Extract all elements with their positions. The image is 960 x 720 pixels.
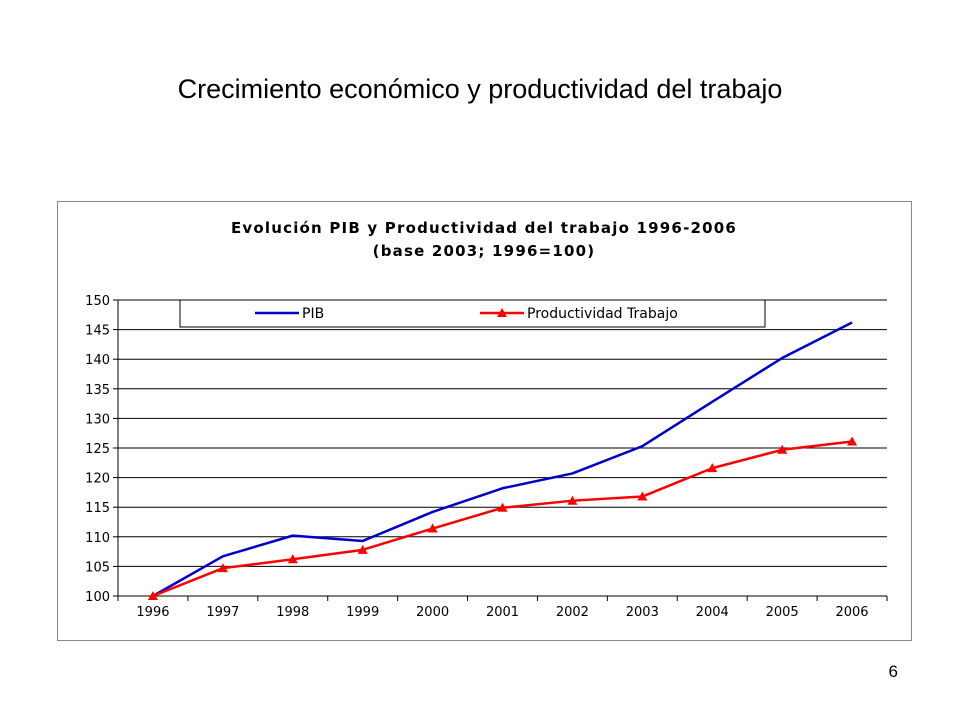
data-point-marker [497, 502, 508, 512]
slide-title: Crecimiento económico y productividad de… [177, 74, 783, 104]
chart-subtitle: (base 2003; 1996=100) [373, 242, 596, 260]
y-tick-label: 110 [85, 531, 110, 546]
chart-title: Evolución PIB y Productividad del trabaj… [231, 219, 737, 237]
legend: PIB Productividad Trabajo [179, 299, 766, 328]
x-tick-label: 1996 [136, 605, 169, 620]
x-tick-label: 2003 [626, 605, 659, 620]
x-tick-label: 2004 [696, 605, 729, 620]
y-tick-label: 140 [85, 353, 110, 368]
page-number: 6 [888, 662, 898, 681]
series-line-0 [152, 321, 853, 598]
y-tick-label: 105 [85, 560, 110, 575]
legend-label-productividad: Productividad Trabajo [527, 306, 678, 322]
data-point-marker [427, 523, 438, 533]
data-point-marker [637, 491, 648, 501]
y-tick-label: 135 [85, 383, 110, 398]
data-point-marker [287, 554, 298, 564]
line-chart: Evolución PIB y Productividad del trabaj… [85, 219, 888, 620]
data-point-marker [357, 544, 368, 554]
x-axis-ticks: 1996 1997 1998 1999 2000 2001 2002 2003 2004 2005… [117, 596, 888, 620]
x-tick-label: 2005 [766, 605, 799, 620]
y-tick-label: 115 [85, 501, 110, 516]
chart-container: Evolución PIB y Productividad del trabaj… [57, 201, 912, 641]
y-tick-label: 100 [85, 590, 110, 605]
data-point-marker [217, 563, 228, 573]
series-line-1 [152, 440, 853, 598]
data-point-marker [777, 444, 788, 454]
grid-lines [118, 299, 887, 597]
x-tick-label: 2001 [486, 605, 519, 620]
y-tick-label: 150 [85, 294, 110, 309]
y-axis-ticks: 100 105 110 115 120 125 130 135 140 145 150 [85, 294, 118, 605]
x-tick-label: 1998 [276, 605, 309, 620]
legend-label-pib: PIB [302, 306, 324, 322]
x-tick-label: 1999 [346, 605, 379, 620]
data-point-marker [567, 495, 578, 505]
data-point-marker [847, 436, 858, 446]
x-tick-label: 1997 [206, 605, 239, 620]
y-tick-label: 130 [85, 412, 110, 427]
data-point-marker [707, 463, 718, 473]
series-group [147, 321, 858, 600]
y-tick-label: 120 [85, 472, 110, 487]
data-point-marker [147, 591, 158, 600]
x-tick-label: 2000 [416, 605, 449, 620]
x-tick-label: 2002 [556, 605, 589, 620]
legend-marker-productividad [497, 308, 507, 317]
y-tick-label: 125 [85, 442, 110, 457]
y-tick-label: 145 [85, 324, 110, 339]
x-tick-label: 2006 [835, 605, 868, 620]
